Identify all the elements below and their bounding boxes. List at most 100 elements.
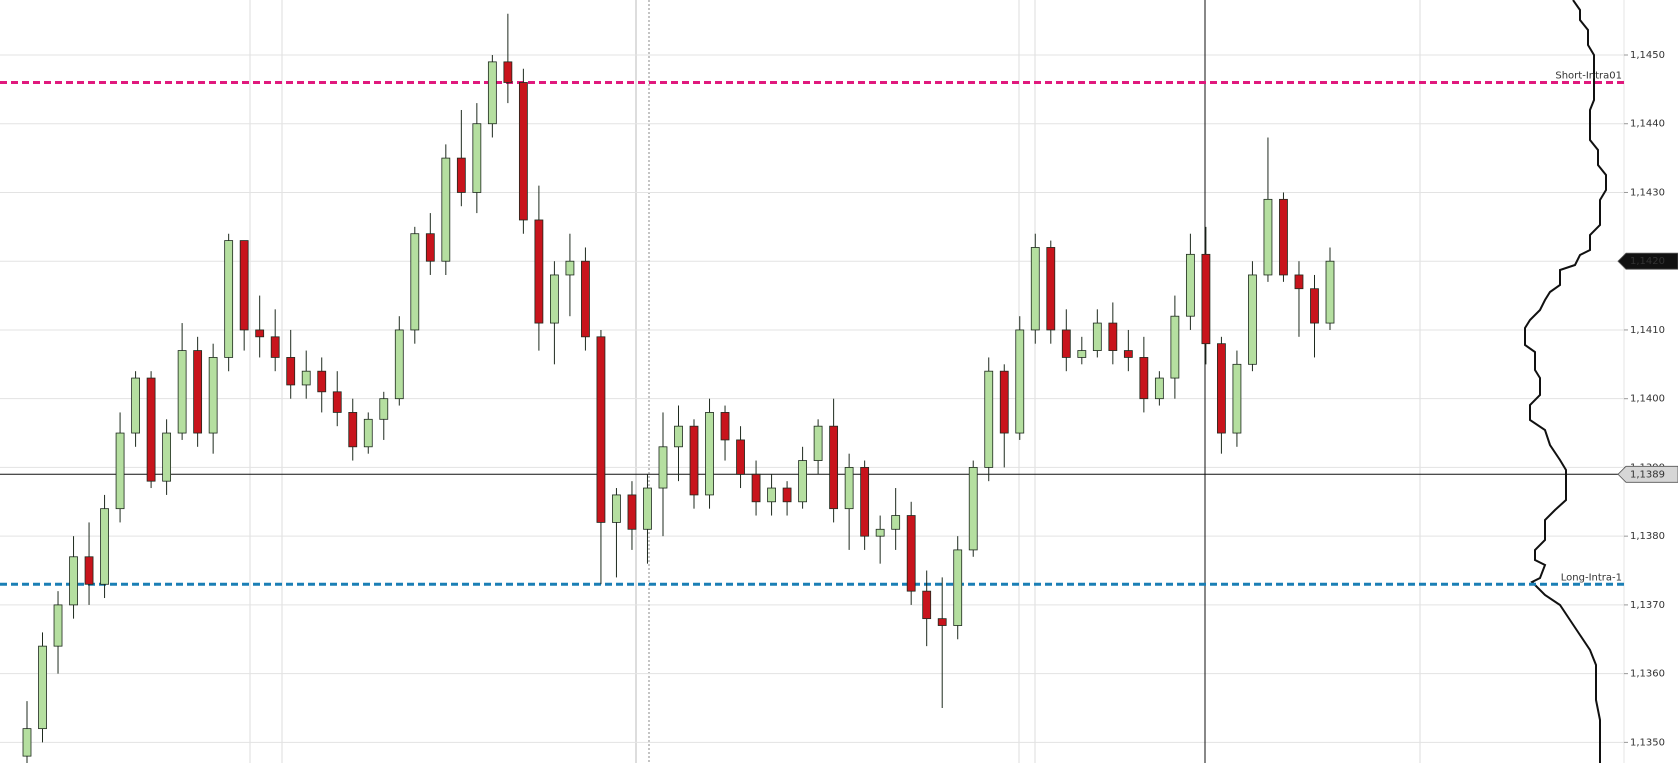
candle-body	[643, 487, 652, 530]
candle-body	[441, 157, 451, 262]
candle-body	[22, 728, 32, 757]
candle-body	[720, 412, 730, 441]
candle-body	[84, 556, 94, 585]
candle-body	[1201, 253, 1211, 345]
candle-body	[1279, 198, 1288, 276]
candle-body	[674, 425, 683, 448]
candle-body	[69, 556, 78, 606]
candle-body	[1185, 253, 1195, 317]
candle-body	[286, 357, 296, 386]
y-tick-label: 1,1380	[1630, 531, 1665, 542]
candle-body	[1310, 288, 1319, 324]
candle-body	[1061, 329, 1071, 358]
candle-body	[410, 233, 420, 331]
candle-body	[1030, 247, 1040, 331]
price-marker-label: 1,1420	[1630, 256, 1665, 267]
candle-body	[596, 336, 606, 523]
candle-body	[1123, 350, 1133, 358]
candle-body	[1263, 198, 1273, 276]
candle-body	[565, 260, 575, 276]
candle-body	[751, 473, 761, 503]
candle-body	[162, 432, 172, 482]
candle-body	[813, 425, 823, 461]
candle-body	[782, 487, 792, 503]
candle-body	[100, 508, 109, 585]
candle-body	[1077, 350, 1087, 358]
candle-body	[1232, 363, 1242, 434]
candle-body	[1294, 274, 1304, 290]
candle-body	[860, 467, 870, 537]
candle-body	[1217, 343, 1226, 434]
candle-body	[115, 432, 125, 510]
candle-body	[255, 329, 265, 338]
candle-body	[1046, 247, 1056, 331]
y-tick-label: 1,1440	[1630, 119, 1665, 130]
candle-body	[922, 590, 932, 620]
y-tick-label: 1,1400	[1630, 394, 1665, 405]
candle-body	[394, 329, 404, 400]
y-tick-label: 1,1360	[1630, 669, 1665, 680]
candle-body	[425, 233, 435, 262]
candle-body	[658, 446, 668, 489]
y-tick-label: 1,1350	[1630, 737, 1665, 748]
level-label: Short-Intra01	[1555, 70, 1622, 81]
candle-body	[146, 377, 156, 482]
candle-body	[348, 412, 358, 448]
candle-body	[984, 370, 994, 468]
candle-body	[550, 274, 559, 324]
candle-body	[705, 412, 714, 496]
candle-body	[1325, 260, 1335, 324]
candle-body	[798, 460, 807, 503]
candle-body	[1092, 322, 1102, 351]
candle-body	[472, 123, 482, 193]
price-marker-label: 1,1389	[1630, 469, 1665, 480]
candle-body	[503, 61, 513, 83]
candle-body	[53, 604, 63, 647]
level-label: Long-Intra-1	[1561, 572, 1622, 583]
price-marker	[1617, 465, 1678, 483]
candle-body	[1248, 274, 1257, 365]
candle-body	[131, 377, 140, 434]
candle-body	[363, 418, 373, 448]
candle-body	[379, 398, 389, 420]
candle-body	[844, 467, 854, 510]
candle-body	[937, 618, 947, 626]
volume-profile	[1524, 0, 1607, 763]
candle-body	[999, 370, 1009, 434]
candle-body	[177, 350, 187, 434]
candle-body	[224, 240, 234, 358]
candle-body	[193, 350, 203, 434]
y-tick-label: 1,1370	[1630, 600, 1665, 611]
candle-body	[456, 157, 466, 193]
y-tick-label: 1,1430	[1630, 187, 1665, 198]
candle-body	[906, 515, 916, 592]
candle-body	[332, 391, 342, 413]
candle-body	[487, 61, 497, 125]
candle-body	[518, 82, 528, 221]
candle-body	[301, 370, 311, 386]
candle-body	[581, 260, 590, 338]
candle-body	[1170, 315, 1180, 379]
candle-body	[953, 549, 963, 626]
candle-body	[1139, 357, 1149, 400]
candle-body	[208, 357, 218, 434]
candle-body	[891, 515, 901, 530]
candle-body	[627, 494, 637, 530]
price-marker	[1617, 252, 1678, 270]
candle-body	[239, 240, 249, 331]
candle-body	[767, 487, 776, 503]
candle-body	[968, 467, 978, 551]
candle-body	[1154, 377, 1164, 400]
candle-body	[612, 494, 621, 523]
candle-body	[1108, 322, 1118, 351]
candle-body	[1015, 329, 1025, 434]
candle-body	[875, 528, 885, 537]
candle-body	[829, 425, 839, 510]
y-tick-label: 1,1410	[1630, 325, 1665, 336]
candle-body	[534, 219, 544, 324]
candle-body	[689, 425, 699, 496]
y-tick-label: 1,1450	[1630, 50, 1665, 61]
candle-body	[270, 336, 280, 358]
